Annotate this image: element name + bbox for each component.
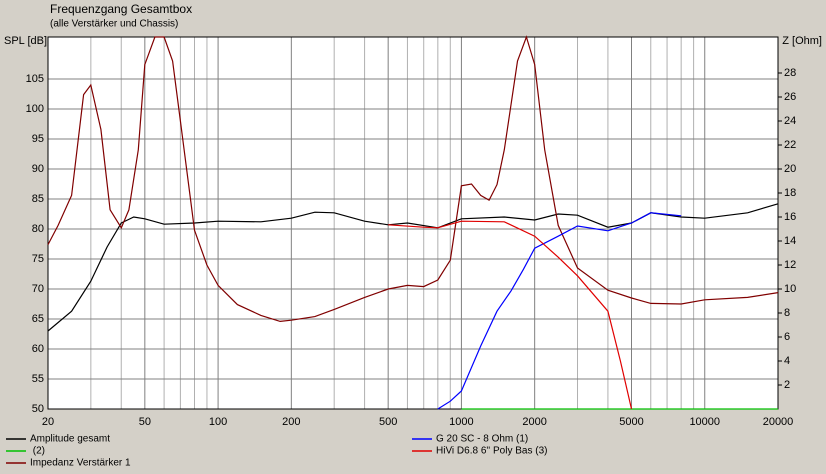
x-tick-label: 50 bbox=[139, 416, 151, 428]
y-axis-label: SPL [dB] bbox=[4, 35, 47, 47]
chart-title: Frequenzgang Gesamtbox bbox=[50, 2, 192, 16]
series-line bbox=[437, 212, 682, 410]
y2-axis-label: Z [Ohm] bbox=[782, 35, 822, 47]
x-tick-label: 100 bbox=[209, 416, 227, 428]
series-line bbox=[47, 35, 779, 323]
y-tick-label: 50 bbox=[32, 403, 44, 415]
y-tick-label: 85 bbox=[32, 193, 44, 205]
y-tick-label: 100 bbox=[26, 103, 44, 115]
legend-label: (2) bbox=[30, 446, 45, 457]
legend-label: G 20 SC - 8 Ohm (1) bbox=[436, 434, 528, 445]
y2-tick-label: 16 bbox=[784, 211, 796, 223]
y2-tick-label: 2 bbox=[784, 379, 790, 391]
y2-tick-label: 26 bbox=[784, 91, 796, 103]
x-tick-label: 2000 bbox=[522, 416, 546, 428]
legend-label: Amplitude gesamt bbox=[30, 434, 110, 445]
y2-tick-label: 10 bbox=[784, 283, 796, 295]
x-tick-label: 200 bbox=[282, 416, 300, 428]
x-tick-label: 10000 bbox=[689, 416, 720, 428]
y-tick-label: 75 bbox=[32, 253, 44, 265]
y-tick-label: 95 bbox=[32, 133, 44, 145]
x-tick-label: 1000 bbox=[449, 416, 473, 428]
x-tick-label: 500 bbox=[379, 416, 397, 428]
y-tick-label: 55 bbox=[32, 373, 44, 385]
y2-tick-label: 12 bbox=[784, 259, 796, 271]
x-tick-label: 20000 bbox=[763, 416, 794, 428]
x-tick-label: 5000 bbox=[619, 416, 643, 428]
y2-tick-label: 20 bbox=[784, 163, 796, 175]
chart-subtitle: (alle Verstärker und Chassis) bbox=[50, 19, 178, 30]
y2-tick-label: 4 bbox=[784, 355, 790, 367]
legend-label: HiVi D6.8 6'' Poly Bas (3) bbox=[436, 446, 547, 457]
plot-area bbox=[48, 37, 778, 409]
y2-tick-label: 6 bbox=[784, 331, 790, 343]
legend-label: Impedanz Verstärker 1 bbox=[30, 458, 131, 469]
y2-tick-label: 28 bbox=[784, 67, 796, 79]
y-tick-label: 105 bbox=[26, 73, 44, 85]
y2-tick-label: 8 bbox=[784, 307, 790, 319]
y2-tick-label: 14 bbox=[784, 235, 796, 247]
y-tick-label: 90 bbox=[32, 163, 44, 175]
y-tick-label: 70 bbox=[32, 283, 44, 295]
y2-tick-label: 18 bbox=[784, 187, 796, 199]
y-tick-label: 65 bbox=[32, 313, 44, 325]
y-tick-label: 80 bbox=[32, 223, 44, 235]
plot-frame bbox=[47, 36, 779, 410]
series-line bbox=[388, 220, 633, 410]
x-tick-label: 20 bbox=[42, 416, 54, 428]
y2-tick-label: 22 bbox=[784, 139, 796, 151]
y-tick-label: 60 bbox=[32, 343, 44, 355]
y2-tick-label: 24 bbox=[784, 115, 796, 127]
